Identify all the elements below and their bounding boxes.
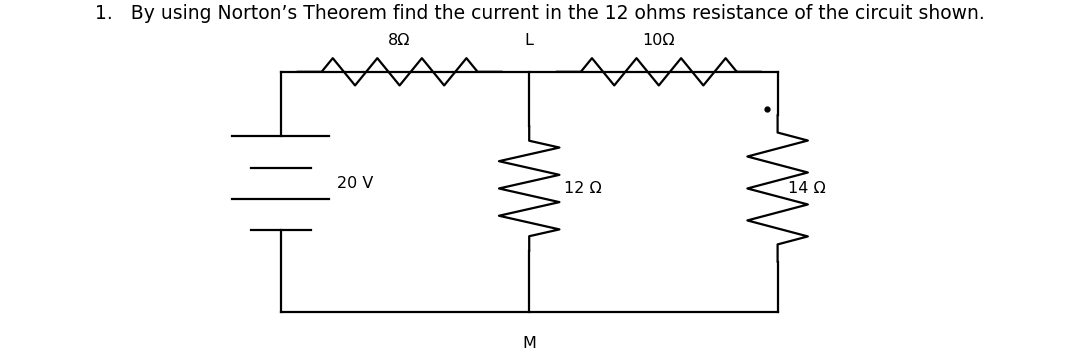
Text: 14 Ω: 14 Ω <box>788 181 826 196</box>
Text: 10Ω: 10Ω <box>643 33 675 48</box>
Text: 20 V: 20 V <box>337 176 374 191</box>
Text: M: M <box>523 336 536 351</box>
Text: 8Ω: 8Ω <box>389 33 410 48</box>
Text: L: L <box>525 33 534 48</box>
Text: 12 Ω: 12 Ω <box>564 181 602 196</box>
Text: 1.   By using Norton’s Theorem find the current in the 12 ohms resistance of the: 1. By using Norton’s Theorem find the cu… <box>95 4 985 23</box>
